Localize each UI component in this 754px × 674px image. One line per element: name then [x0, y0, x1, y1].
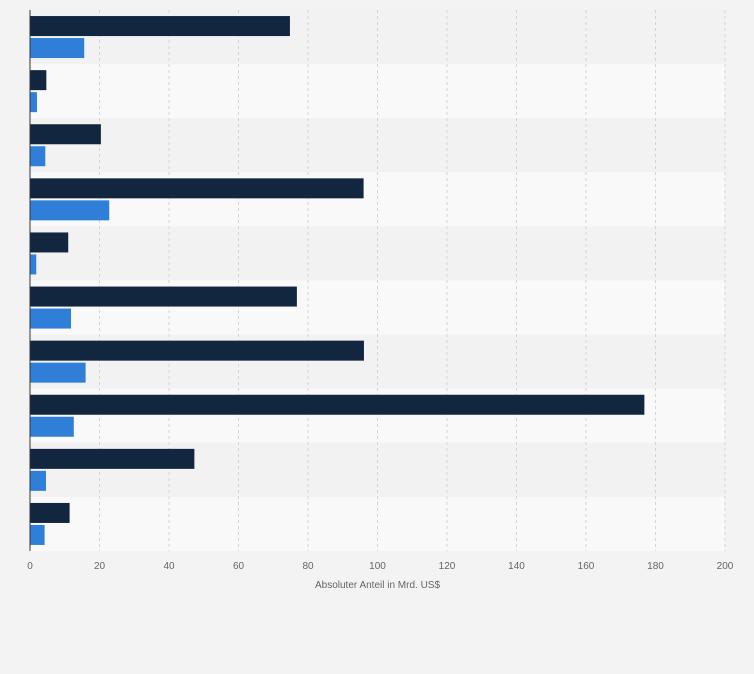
bar-series-2[interactable]	[30, 254, 37, 275]
bar-series-2[interactable]	[30, 92, 37, 113]
bar-series-2[interactable]	[30, 470, 46, 491]
bar-series-2[interactable]	[30, 524, 45, 545]
bar-series-1[interactable]	[30, 340, 364, 361]
bar-series-2[interactable]	[30, 146, 46, 167]
bar-series-1[interactable]	[30, 502, 70, 523]
bar-series-1[interactable]	[30, 70, 47, 91]
x-tick-label: 100	[369, 561, 386, 572]
bars	[30, 16, 645, 545]
bar-series-2[interactable]	[30, 416, 74, 437]
bar-series-1[interactable]	[30, 448, 195, 469]
bar-series-2[interactable]	[30, 200, 110, 221]
x-axis-label: Absoluter Anteil in Mrd. US$	[315, 580, 440, 591]
row-band	[30, 64, 725, 119]
bar-series-2[interactable]	[30, 362, 86, 383]
bar-series-1[interactable]	[30, 286, 297, 307]
x-axis-ticks: 0 20 40 60 80 100 120 140 160 180 200	[27, 561, 734, 572]
bar-series-2[interactable]	[30, 38, 85, 59]
x-tick-label: 80	[302, 561, 314, 572]
row-band	[30, 226, 725, 281]
bar-series-2[interactable]	[30, 308, 72, 329]
x-tick-label: 60	[233, 561, 245, 572]
x-tick-label: 180	[647, 561, 664, 572]
x-tick-label: 40	[163, 561, 175, 572]
bar-series-1[interactable]	[30, 394, 645, 415]
bar-series-1[interactable]	[30, 124, 101, 145]
bar-series-1[interactable]	[30, 16, 290, 37]
x-tick-label: 200	[717, 561, 734, 572]
x-tick-label: 0	[27, 561, 33, 572]
x-tick-label: 140	[508, 561, 525, 572]
row-band	[30, 118, 725, 173]
gridlines	[99, 10, 726, 551]
x-tick-label: 20	[94, 561, 106, 572]
x-tick-label: 160	[578, 561, 595, 572]
x-tick-label: 120	[439, 561, 456, 572]
row-bands	[30, 10, 725, 551]
bar-series-1[interactable]	[30, 232, 69, 253]
bar-series-1[interactable]	[30, 178, 364, 199]
row-band	[30, 496, 725, 551]
